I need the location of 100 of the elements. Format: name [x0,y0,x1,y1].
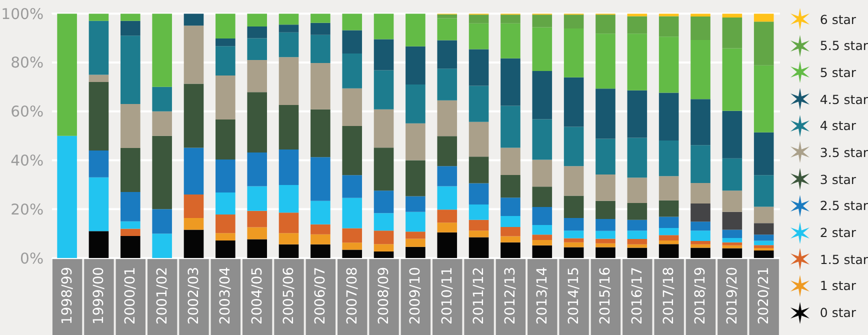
bar [532,225,552,235]
bar [658,140,679,176]
bar [342,14,362,30]
bar [532,186,552,207]
bar [120,148,140,192]
x-tick-label: 2008/09 [376,266,392,324]
bar [532,14,552,28]
bar [754,14,774,22]
bar [754,132,774,176]
x-tick-label: 2012/13 [502,266,519,324]
bar [500,198,520,216]
legend-label: 1 star [820,278,856,294]
bar [596,34,616,89]
bar [754,245,774,248]
bar [216,233,236,240]
legend-label: 5.5 star [820,38,868,54]
bar [437,210,458,223]
y-tick-label: 80% [10,54,44,72]
bar [88,74,109,82]
bar [184,26,204,84]
bar [374,39,394,70]
bar [342,30,362,54]
x-tick-label: 2004/05 [249,266,266,324]
bar [247,186,267,211]
legend-label: 4.5 star [820,92,868,107]
bar [342,175,362,198]
bar [278,150,299,185]
bar [468,204,489,220]
bar [88,14,109,21]
bar [406,160,426,196]
bar [310,234,330,244]
bar [596,230,616,239]
bar [754,223,774,235]
bar [278,233,299,244]
bar [658,16,679,37]
bar [278,14,299,25]
bar [278,57,299,106]
legend-label: 2.5 star [820,198,868,214]
bar [564,14,584,29]
bar [437,18,458,40]
bar [310,244,330,258]
bar [627,14,648,16]
bar [722,48,742,111]
legend-label: 2 star [820,225,856,240]
bar [406,232,426,239]
bar [627,248,648,258]
bar [564,218,584,231]
bar [690,40,710,100]
bar [658,14,679,16]
bar [437,100,458,136]
bar [247,38,267,60]
bar [437,136,458,166]
bar [342,198,362,228]
legend-label: 0 star [820,305,856,320]
bar [437,222,458,232]
bar [627,138,648,178]
bar [374,213,394,231]
bar [627,16,648,34]
bar [564,196,584,218]
bar [690,222,710,231]
bar [468,14,489,24]
bar [754,22,774,66]
bar [216,240,236,258]
bar [658,244,679,258]
bar [437,68,458,100]
bar [532,160,552,187]
bar [627,34,648,90]
bar [564,230,584,238]
x-tick-label: 2003/04 [218,266,234,324]
bar [722,248,742,258]
bar [627,238,648,244]
bar [468,230,489,238]
bar [342,53,362,88]
bar [627,220,648,231]
bar [722,230,742,238]
x-tick-label: 2000/01 [122,266,139,324]
bar [406,14,426,46]
bar [184,194,204,218]
bar [500,148,520,175]
bar [120,236,140,258]
bar [374,230,394,244]
bar [406,238,426,247]
bar [564,247,584,258]
bar [532,27,552,72]
bar [310,200,330,224]
bar [564,77,584,127]
bar [722,18,742,48]
bar [596,138,616,174]
bar [596,174,616,201]
bar [406,123,426,160]
bar [88,20,109,75]
bar [278,184,299,213]
bar [342,250,362,258]
bar [247,210,267,228]
bar [658,228,679,236]
bar [342,228,362,243]
bar [152,136,172,210]
x-tick-label: 2011/12 [471,266,488,324]
bar [564,166,584,196]
bar [754,65,774,132]
